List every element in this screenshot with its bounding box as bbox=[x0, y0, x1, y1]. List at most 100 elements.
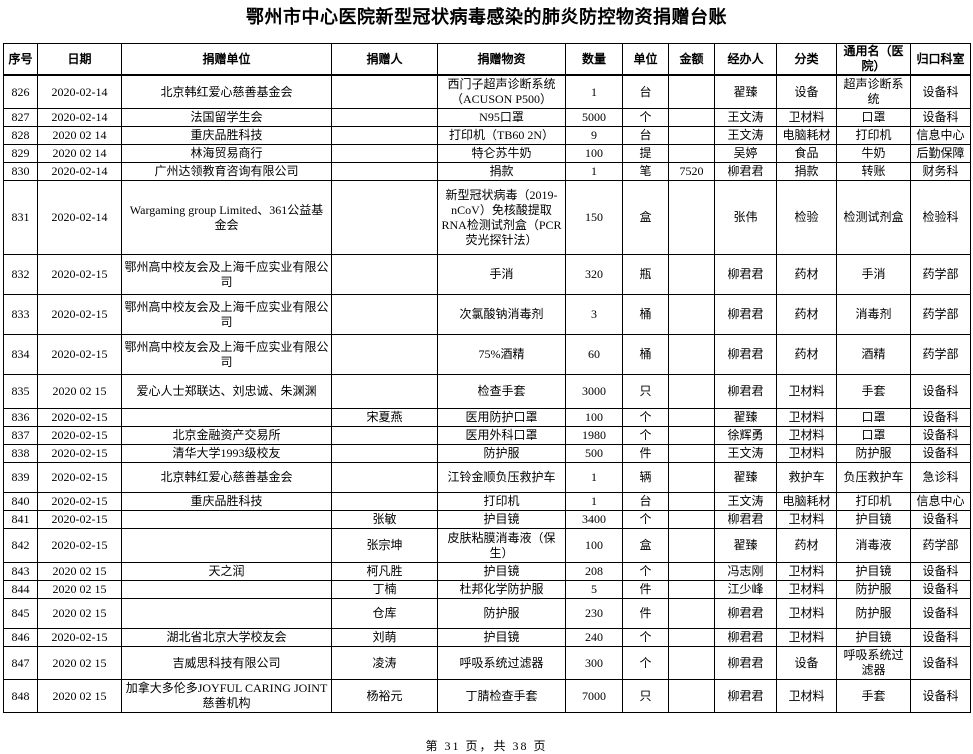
table-cell bbox=[668, 444, 715, 463]
table-row: 831 2020-02-14 Wargaming group Limited、361… bbox=[3, 180, 971, 255]
table-cell: 北京韩红爱心慈善基金会 bbox=[121, 74, 332, 109]
table-cell: Wargaming group Limited、361公益基金会 bbox=[121, 180, 332, 255]
table-cell: 盒 bbox=[622, 528, 669, 563]
table-cell: 呼吸系统过滤器 bbox=[437, 646, 566, 680]
page-number-indicator: 第 31 页，共 38 页 bbox=[425, 739, 548, 753]
table-cell: 防护服 bbox=[437, 444, 566, 463]
table-cell bbox=[668, 254, 715, 295]
table-cell: 846 bbox=[3, 628, 38, 647]
table-cell: 检测试剂盒 bbox=[836, 180, 911, 255]
table-cell: 844 bbox=[3, 580, 38, 599]
table-cell: 盒 bbox=[622, 180, 669, 255]
table-cell: 后勤保障 bbox=[910, 144, 971, 163]
table-row: 838 2020-02-15 清华大学1993级校友 防护服 500 件王文涛 卫材料 防护服… bbox=[3, 444, 971, 463]
table-cell: 护目镜 bbox=[437, 628, 566, 647]
table-cell: 设备科 bbox=[910, 580, 971, 599]
table-cell bbox=[668, 510, 715, 529]
table-cell: 832 bbox=[3, 254, 38, 295]
table-cell: 2020-02-14 bbox=[37, 162, 122, 181]
table-cell: 834 bbox=[3, 334, 38, 375]
table-cell: N95口罩 bbox=[437, 108, 566, 127]
table-cell: 药材 bbox=[776, 254, 837, 295]
table-cell: 北京金融资产交易所 bbox=[121, 426, 332, 445]
table-row: 844 2020 02 15 丁楠 杜邦化学防护服 5 件 江少峰 卫材料 防护服 设备科 bbox=[3, 580, 971, 599]
table-cell: 843 bbox=[3, 562, 38, 581]
table-cell: 打印机（TB60 2N） bbox=[437, 126, 566, 145]
table-cell: 卫材料 bbox=[776, 580, 837, 599]
table-cell: 药材 bbox=[776, 334, 837, 375]
table-cell: 吉威思科技有限公司 bbox=[121, 646, 332, 680]
table-cell: 护目镜 bbox=[437, 562, 566, 581]
table-cell bbox=[121, 408, 332, 427]
table-cell bbox=[668, 426, 715, 445]
column-header-11: 归口科室 bbox=[910, 43, 971, 76]
table-cell: 天之润 bbox=[121, 562, 332, 581]
table-cell bbox=[668, 679, 715, 713]
table-cell bbox=[121, 510, 332, 529]
table-cell: 王文涛 bbox=[714, 444, 777, 463]
table-cell: 台 bbox=[622, 126, 669, 145]
table-cell: 消毒剂 bbox=[836, 294, 911, 335]
table-cell: 个 bbox=[622, 426, 669, 445]
table-cell: 辆 bbox=[622, 462, 669, 493]
table-row: 848 2020 02 15 加拿大多伦多JOYFUL CARING JOINT慈善… bbox=[3, 679, 971, 713]
table-cell: 捐款 bbox=[437, 162, 566, 181]
table-cell bbox=[331, 294, 438, 335]
table-cell: 法国留学生会 bbox=[121, 108, 332, 127]
table-row: 826 2020-02-14 北京韩红爱心慈善基金会 西门子超声诊断系统（ACUSON… bbox=[3, 74, 971, 109]
table-cell bbox=[331, 126, 438, 145]
table-row: 845 2020 02 15 仓库 防护服 230 件柳君君 卫材料 防护服 设备科 bbox=[3, 598, 971, 629]
table-cell: 2020 02 15 bbox=[37, 598, 122, 629]
table-cell: 个 bbox=[622, 108, 669, 127]
table-cell: 次氯酸钠消毒剂 bbox=[437, 294, 566, 335]
table-cell: 827 bbox=[3, 108, 38, 127]
table-cell: 徐辉勇 bbox=[714, 426, 777, 445]
table-cell: 3000 bbox=[565, 374, 623, 409]
table-cell: 个 bbox=[622, 628, 669, 647]
table-row: 830 2020-02-14 广州达领教育咨询有限公司 捐款 1 笔 7520 柳君君 捐款 转账… bbox=[3, 162, 971, 181]
table-cell: 笔 bbox=[622, 162, 669, 181]
table-cell: 翟臻 bbox=[714, 462, 777, 493]
table-cell: 2020-02-15 bbox=[37, 492, 122, 511]
header-row: 序号 日期 捐赠单位 捐赠人 捐赠物资 数量 单位 金额 经办人 分类 通用名（医院） 归口科室 bbox=[3, 43, 971, 76]
table-cell: 电脑耗材 bbox=[776, 126, 837, 145]
table-cell: 100 bbox=[565, 408, 623, 427]
column-header-5: 数量 bbox=[565, 43, 623, 76]
table-cell bbox=[668, 74, 715, 109]
table-cell: 2020-02-15 bbox=[37, 408, 122, 427]
table-cell: 北京韩红爱心慈善基金会 bbox=[121, 462, 332, 493]
column-header-8: 经办人 bbox=[714, 43, 777, 76]
table-cell: 牛奶 bbox=[836, 144, 911, 163]
table-cell: 柯凡胜 bbox=[331, 562, 438, 581]
table-cell: 2020 02 15 bbox=[37, 374, 122, 409]
table-cell: 检验 bbox=[776, 180, 837, 255]
page-title: 鄂州市中心医院新型冠状病毒感染的肺炎防控物资捐赠台账 bbox=[246, 7, 727, 27]
table-cell: 防护服 bbox=[836, 580, 911, 599]
table-cell: 9 bbox=[565, 126, 623, 145]
table-cell: 药学部 bbox=[910, 334, 971, 375]
table-cell: 负压救护车 bbox=[836, 462, 911, 493]
table-cell: 2020-02-15 bbox=[37, 444, 122, 463]
table-row: 841 2020-02-15 张敏 护目镜 3400 个柳君君 卫材料 护目镜 设备科 bbox=[3, 510, 971, 529]
table-cell: 护目镜 bbox=[836, 510, 911, 529]
table-cell: 转账 bbox=[836, 162, 911, 181]
column-header-1: 日期 bbox=[37, 43, 122, 76]
table-cell: 2020 02 15 bbox=[37, 580, 122, 599]
table-cell bbox=[331, 180, 438, 255]
table-row: 832 2020-02-15 鄂州高中校友会及上海千应实业有限公司 手消 320 瓶柳君君… bbox=[3, 254, 971, 295]
table-cell: 食品 bbox=[776, 144, 837, 163]
table-cell: 桶 bbox=[622, 334, 669, 375]
table-cell: 2020-02-15 bbox=[37, 334, 122, 375]
table-cell: 设备科 bbox=[910, 426, 971, 445]
table-cell: 王文涛 bbox=[714, 492, 777, 511]
column-header-2: 捐赠单位 bbox=[121, 43, 332, 76]
table-cell: 药学部 bbox=[910, 294, 971, 335]
table-cell: 卫材料 bbox=[776, 444, 837, 463]
table-row: 846 2020-02-15 湖北省北京大学校友会 刘萌 护目镜 240 个柳君君 卫材料 护目… bbox=[3, 628, 971, 647]
table-row: 837 2020-02-15 北京金融资产交易所 医用外科口罩 1980 个 徐辉勇 卫材料口… bbox=[3, 426, 971, 445]
table-cell: 柳君君 bbox=[714, 254, 777, 295]
column-header-6: 单位 bbox=[622, 43, 669, 76]
table-cell bbox=[668, 294, 715, 335]
table-cell bbox=[331, 462, 438, 493]
table-cell: 打印机 bbox=[836, 492, 911, 511]
